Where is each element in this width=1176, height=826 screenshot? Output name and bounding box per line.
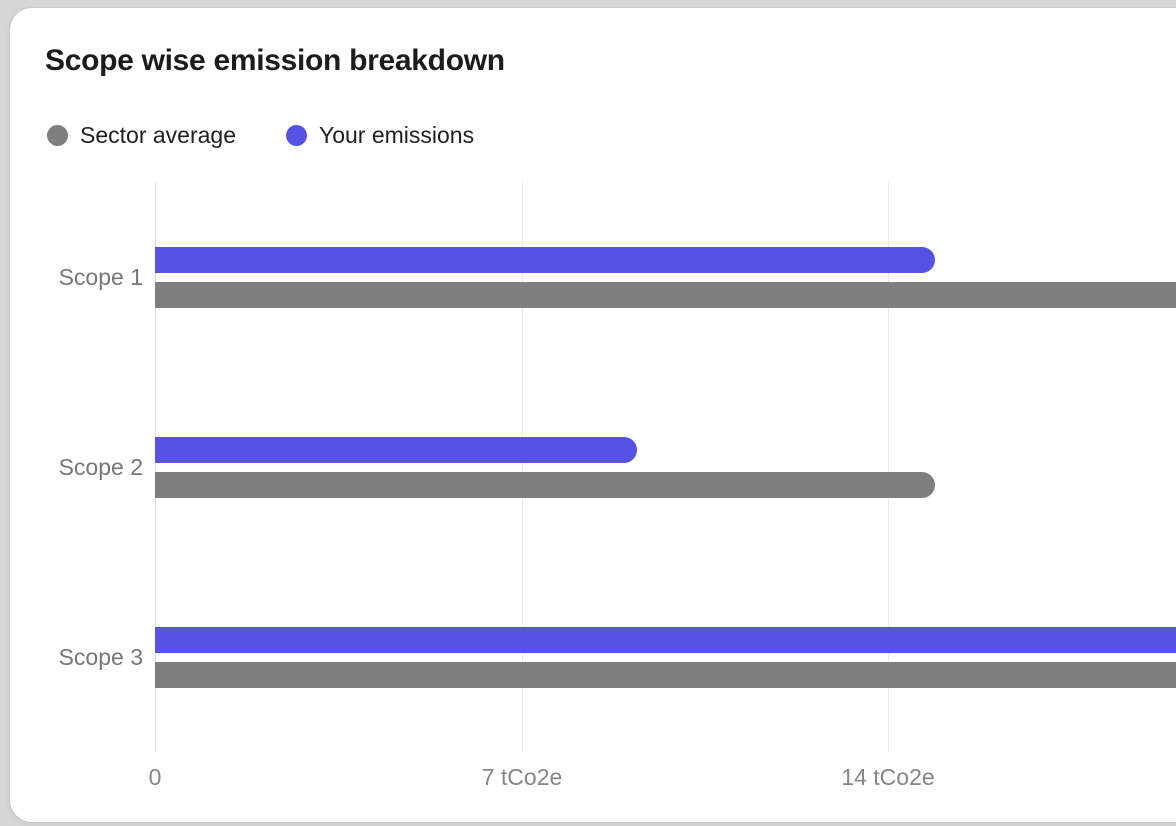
legend-item-your-emissions[interactable]: Your emissions xyxy=(285,122,475,149)
category-label-scope-2: Scope 2 xyxy=(58,454,143,480)
legend-dot-your-emissions-icon xyxy=(285,125,307,146)
emissions-chart-card: Scope wise emission breakdown Sector ave… xyxy=(10,8,1176,822)
bar-scope-2-sector-average[interactable] xyxy=(155,472,935,498)
chart-title: Scope wise emission breakdown xyxy=(45,44,505,77)
legend-dot-sector-average-icon xyxy=(47,125,68,146)
legend-item-sector-average[interactable]: Sector average xyxy=(47,122,236,149)
bar-scope-2-your-emissions[interactable] xyxy=(155,437,637,463)
category-label-scope-3: Scope 3 xyxy=(58,644,143,670)
category-label-scope-1: Scope 1 xyxy=(58,264,143,290)
axis-zero-line xyxy=(155,182,156,752)
bar-scope-1-your-emissions[interactable] xyxy=(155,247,935,273)
legend-label-your-emissions: Your emissions xyxy=(318,122,475,148)
x-tick-label-7: 7 tCo2e xyxy=(481,764,563,790)
bar-scope-3-sector-average[interactable] xyxy=(155,662,1176,688)
bar-scope-3-your-emissions[interactable] xyxy=(155,627,1176,653)
x-tick-label-14: 14 tCo2e xyxy=(841,764,935,790)
gridline xyxy=(888,182,889,752)
gridline xyxy=(522,182,523,752)
bar-chart-plot-area xyxy=(155,182,1176,752)
bar-scope-1-sector-average[interactable] xyxy=(155,282,1176,308)
chart-legend: Sector average Your emissions xyxy=(47,122,474,149)
x-tick-label-0: 0 xyxy=(148,764,162,790)
legend-label-sector-average: Sector average xyxy=(80,122,236,148)
